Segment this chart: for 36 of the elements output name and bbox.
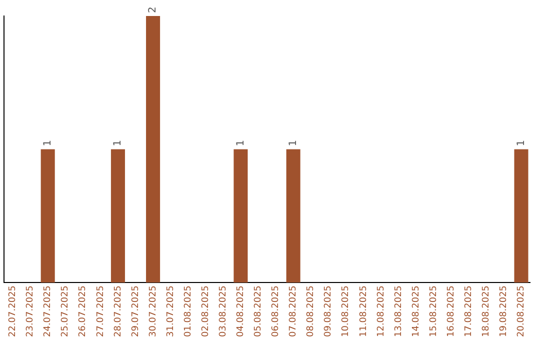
x-tick-label: 31.07.2025 [166,285,176,337]
x-tick-label: 17.08.2025 [464,285,474,337]
x-tick-label: 11.08.2025 [358,285,369,337]
x-tick-label: 29.07.2025 [130,285,141,337]
data-label: 2 [148,6,159,13]
x-tick-label: 01.08.2025 [183,285,194,337]
x-tick-label: 04.08.2025 [236,285,246,337]
x-tick-label: 23.07.2025 [26,285,36,337]
x-tick-label: 15.08.2025 [428,285,439,337]
x-tick-label: 18.08.2025 [482,285,492,337]
x-tick-label: 24.07.2025 [43,285,54,337]
x-tick-label: 13.08.2025 [394,285,404,337]
x-tick-label: 22.07.2025 [8,285,18,337]
x-tick-label: 25.07.2025 [60,285,71,337]
data-label: 1 [42,140,54,146]
data-label: 1 [516,140,527,146]
x-tick-label: 02.08.2025 [200,285,211,337]
x-tick-label: 20.08.2025 [516,285,527,337]
data-label: 1 [288,140,299,146]
x-tick-label: 03.08.2025 [218,285,229,337]
x-tick-label: 07.08.2025 [288,285,299,337]
x-tick-label: 09.08.2025 [324,285,334,337]
x-tick-label: 28.07.2025 [113,285,124,337]
x-tick-label: 08.08.2025 [306,285,316,337]
x-tick-label: 16.08.2025 [446,285,456,337]
x-tick-label: 27.07.2025 [96,285,106,337]
x-tick-label: 30.07.2025 [148,285,158,337]
data-label: 1 [112,140,124,146]
x-tick-label: 05.08.2025 [254,285,264,337]
x-tick-label: 06.08.2025 [271,285,282,337]
x-tick-label: 12.08.2025 [376,285,386,337]
x-tick-label: 26.07.2025 [78,285,88,337]
x-tick-label: 10.08.2025 [341,285,352,337]
x-tick-label: 14.08.2025 [411,285,422,337]
data-label: 1 [235,140,246,146]
x-tick-label: 19.08.2025 [499,285,510,337]
